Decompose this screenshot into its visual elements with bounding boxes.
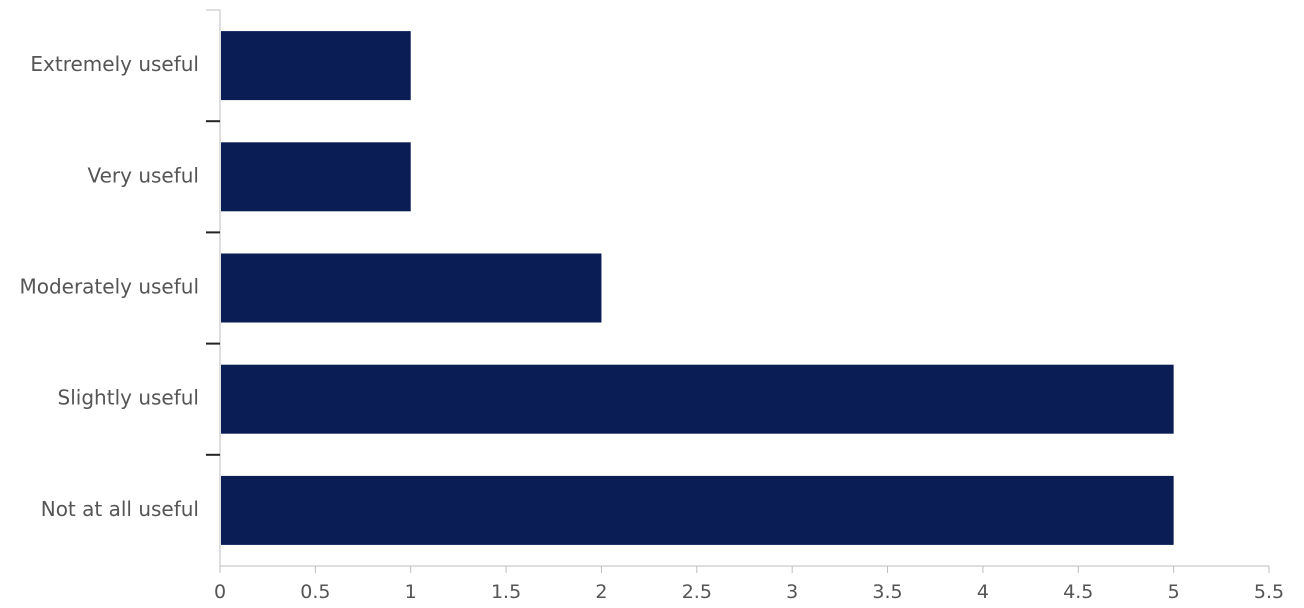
x-tick-label: 4.5 bbox=[1063, 581, 1093, 603]
x-tick-label: 5 bbox=[1168, 581, 1180, 603]
x-tick-label: 3.5 bbox=[872, 581, 902, 603]
x-tick-label: 1.5 bbox=[491, 581, 521, 603]
category-label: Slightly useful bbox=[58, 386, 199, 410]
bar bbox=[221, 142, 411, 212]
category-label: Moderately useful bbox=[19, 275, 199, 299]
x-tick-label: 3 bbox=[786, 581, 798, 603]
bar bbox=[221, 475, 1174, 545]
x-tick-label: 0 bbox=[214, 581, 226, 603]
x-tick-label: 2.5 bbox=[682, 581, 712, 603]
bar bbox=[221, 31, 411, 101]
labels-layer: Extremely useful Very useful Moderately us… bbox=[19, 52, 1284, 603]
category-label: Extremely useful bbox=[30, 52, 199, 76]
category-label: Not at all useful bbox=[41, 497, 199, 521]
bars-layer bbox=[221, 31, 1174, 545]
bar bbox=[221, 253, 602, 323]
x-tick-label: 2 bbox=[595, 581, 607, 603]
x-tick-label: 0.5 bbox=[300, 581, 330, 603]
axis-layer bbox=[206, 9, 1270, 573]
x-tick-label: 5.5 bbox=[1254, 581, 1284, 603]
x-tick-label: 4 bbox=[977, 581, 989, 603]
x-tick-label: 1 bbox=[405, 581, 417, 603]
bar bbox=[221, 364, 1174, 434]
category-label: Very useful bbox=[87, 163, 199, 187]
